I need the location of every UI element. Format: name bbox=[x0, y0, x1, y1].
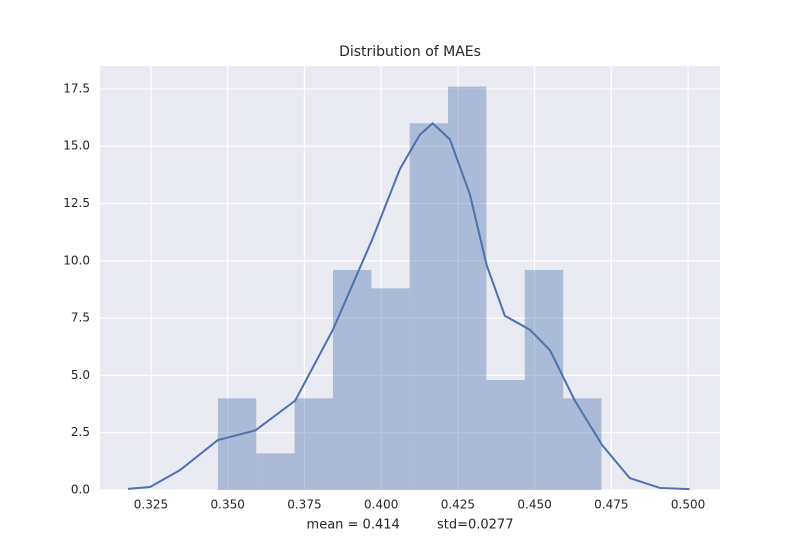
kde-line bbox=[127, 121, 690, 491]
y-tick-label: 17.5 bbox=[63, 81, 90, 95]
histogram-bar bbox=[486, 379, 525, 490]
histogram-bar bbox=[294, 398, 333, 490]
x-tick-label: 0.350 bbox=[211, 498, 245, 512]
histogram-bar bbox=[256, 453, 295, 490]
x-tick-label: 0.325 bbox=[134, 498, 168, 512]
y-tick-label: 5.0 bbox=[71, 368, 90, 382]
histogram-bar bbox=[409, 123, 449, 490]
x-tick-label: 0.475 bbox=[594, 498, 628, 512]
x-tick-label: 0.425 bbox=[441, 498, 475, 512]
y-tick-label: 12.5 bbox=[63, 196, 90, 210]
y-tick-label: 7.5 bbox=[71, 311, 90, 325]
x-tick-label: 0.450 bbox=[517, 498, 551, 512]
plot-area bbox=[100, 66, 720, 490]
x-tick-label: 0.375 bbox=[287, 498, 321, 512]
y-tick-label: 0.0 bbox=[71, 483, 90, 497]
chart-title: Distribution of MAEs bbox=[339, 44, 481, 60]
y-tick-label: 2.5 bbox=[71, 425, 90, 439]
x-axis-label: mean = 0.414 std=0.0277 bbox=[307, 518, 514, 533]
y-tick-label: 10.0 bbox=[63, 253, 90, 267]
x-tick-label: 0.400 bbox=[364, 498, 398, 512]
histogram-bar bbox=[448, 86, 487, 491]
histogram-bar bbox=[371, 288, 410, 490]
histogram-bar bbox=[217, 398, 257, 490]
histogram-bar bbox=[332, 269, 372, 490]
x-tick-label: 0.500 bbox=[671, 498, 705, 512]
y-tick-label: 15.0 bbox=[63, 139, 90, 153]
histogram-bar bbox=[524, 269, 564, 490]
